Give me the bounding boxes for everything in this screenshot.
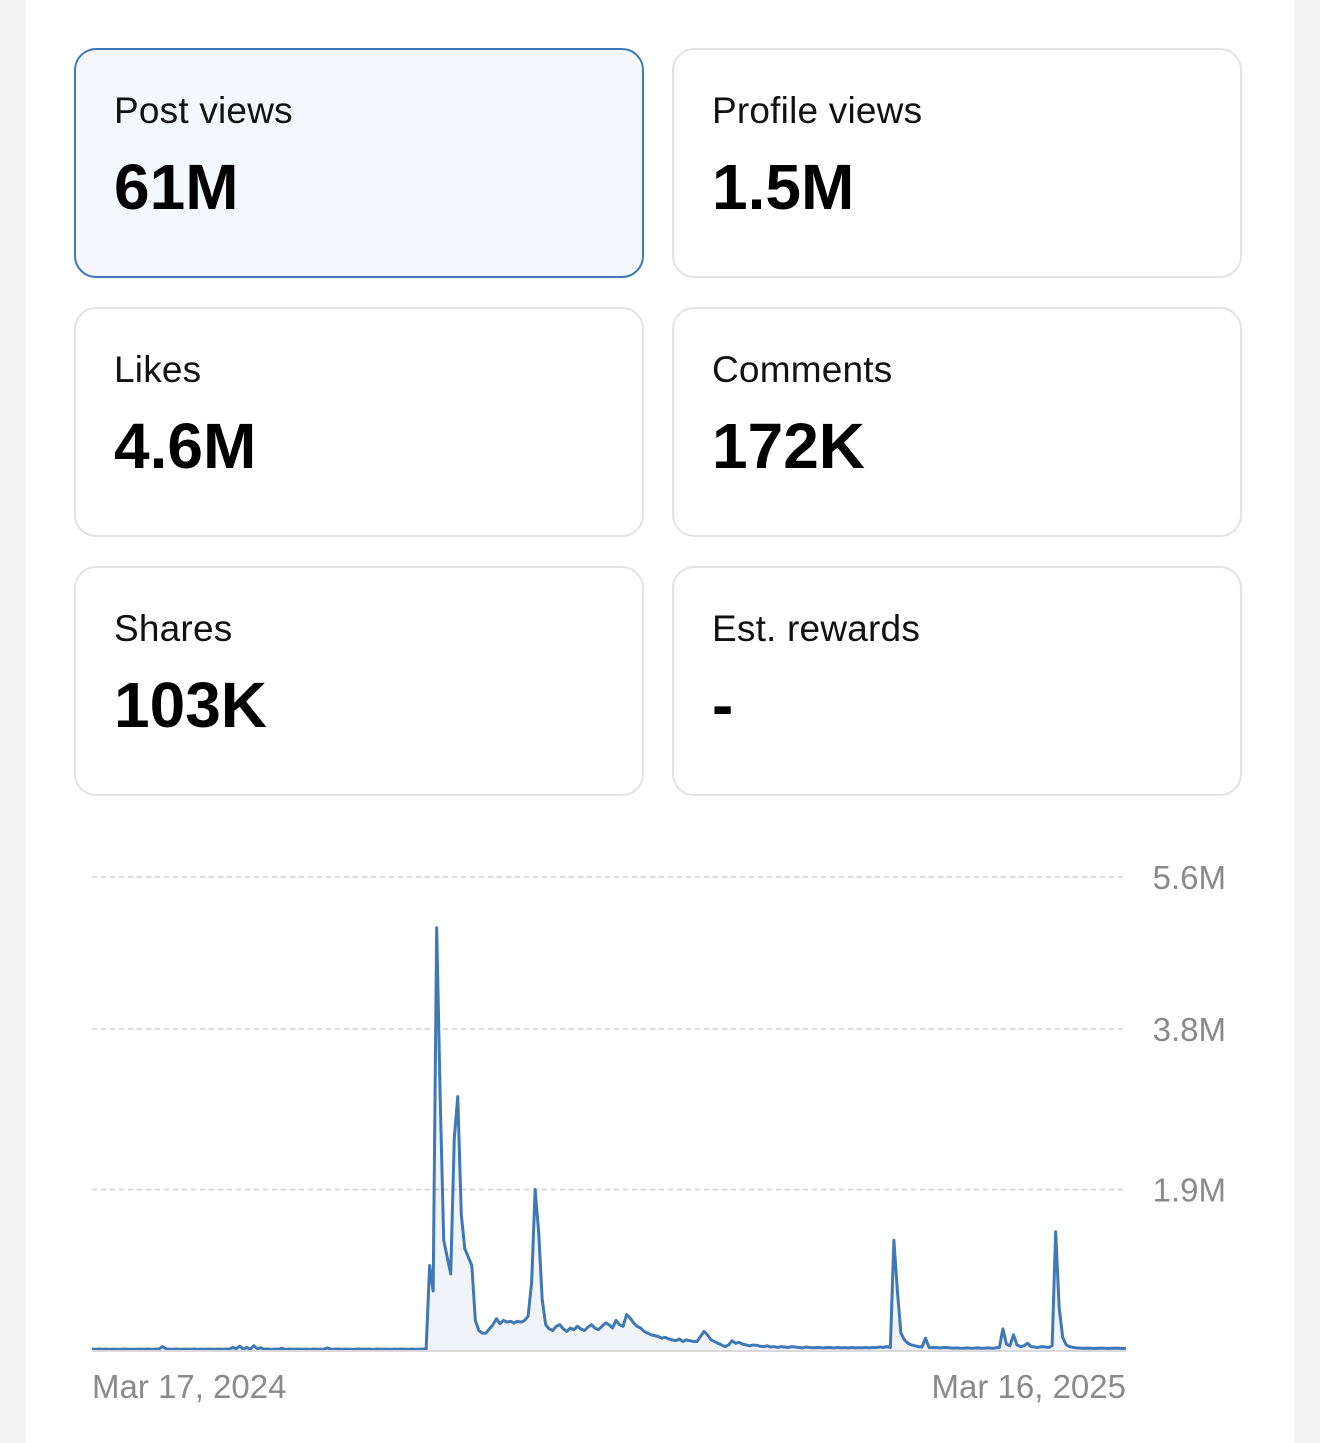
y-tick-label: 3.8M (1153, 1011, 1226, 1048)
metric-value: 103K (114, 669, 267, 741)
metric-card-comments[interactable]: Comments 172K (672, 307, 1242, 537)
metric-card-profile-views[interactable]: Profile views 1.5M (672, 48, 1242, 278)
metric-value: - (712, 669, 734, 741)
analytics-panel: Post views 61M Profile views 1.5M Likes … (26, 0, 1294, 1443)
chart-gridlines (92, 876, 1126, 1191)
metric-card-likes[interactable]: Likes 4.6M (74, 307, 644, 537)
metric-label: Comments (712, 349, 893, 390)
metric-label: Est. rewards (712, 608, 921, 649)
chart-area-fill (92, 927, 1126, 1350)
chart-y-tick-labels: 5.6M 3.8M 1.9M (1153, 859, 1226, 1209)
metric-card-est-rewards[interactable]: Est. rewards - (672, 566, 1242, 796)
metric-label: Likes (114, 349, 202, 390)
post-views-chart[interactable]: 5.6M 3.8M 1.9M Mar 17, 2024 Mar 16, 2025 (26, 840, 1294, 1420)
metric-value: 61M (114, 151, 239, 223)
metric-card-shares[interactable]: Shares 103K (74, 566, 644, 796)
y-tick-label: 5.6M (1153, 859, 1226, 896)
y-tick-label: 1.9M (1153, 1172, 1226, 1209)
metric-label: Post views (114, 90, 293, 131)
metric-label: Profile views (712, 90, 923, 131)
metric-label: Shares (114, 608, 233, 649)
metric-value: 4.6M (114, 410, 257, 482)
chart-series-line (91, 926, 1127, 1351)
x-axis-start-label: Mar 17, 2024 (92, 1368, 286, 1405)
metric-value: 1.5M (712, 151, 855, 223)
metric-value: 172K (712, 410, 865, 482)
x-axis-end-label: Mar 16, 2025 (932, 1368, 1126, 1405)
metric-card-post-views[interactable]: Post views 61M (74, 48, 644, 278)
